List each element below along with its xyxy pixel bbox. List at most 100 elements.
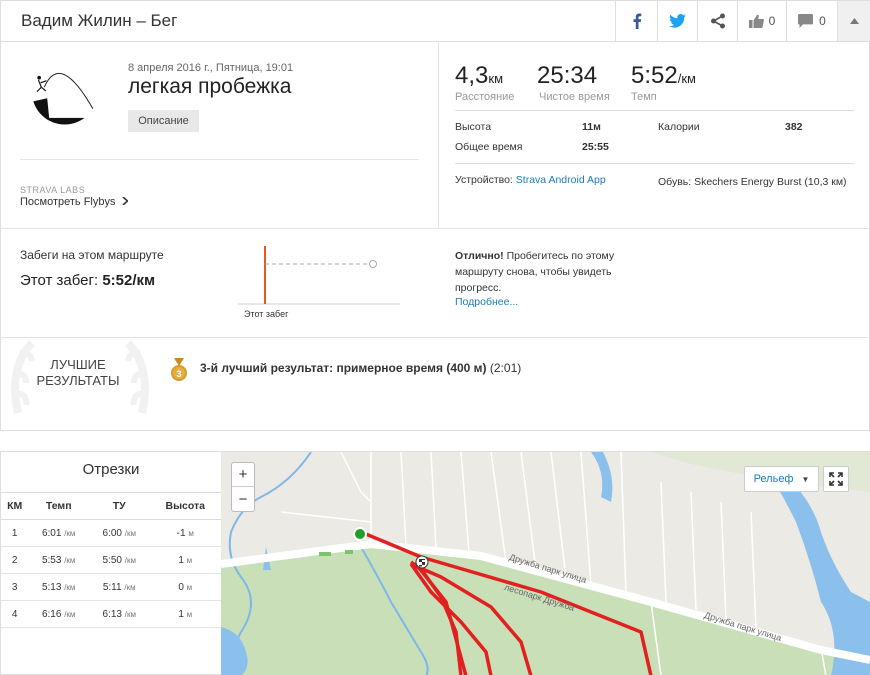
device-label: Устройство: — [455, 174, 513, 186]
flyby-link[interactable]: Посмотреть Flybys — [20, 196, 129, 208]
best-effort-time: (2:01) — [489, 361, 522, 375]
splits-header-row: КМ Темп ТУ Высота — [1, 492, 221, 520]
facebook-icon — [633, 13, 641, 29]
activity-date: 8 апреля 2016 г., Пятница, 19:01 — [128, 62, 294, 74]
best-effort-title: 3-й лучший результат: примерное время (4… — [200, 361, 487, 375]
collapse-button[interactable] — [837, 1, 870, 41]
route-message-bold: Отлично! — [455, 250, 504, 262]
elevation-label: Высота — [455, 121, 492, 133]
page-title: Вадим Жилин – Бег — [21, 11, 178, 30]
split-gap: 5:50 /км — [88, 546, 150, 574]
elevation-value: 11м — [582, 121, 601, 133]
more-link[interactable]: Подробнее... — [455, 296, 519, 308]
twitter-share-button[interactable] — [657, 1, 697, 41]
moving-time-stat: 25:34 — [537, 62, 597, 90]
this-run-pace: Этот забег: 5:52/км — [20, 272, 155, 289]
split-elev-unit: м — [186, 609, 193, 619]
river — [360, 546, 429, 675]
splits-table: КМ Темп ТУ Высота 1 6:01 /км 6:00 /км -1… — [1, 492, 221, 628]
route-map[interactable]: Дружба парк улица лесопарк Дружба Дружба… — [221, 451, 870, 675]
split-elev-value: 1 — [178, 608, 184, 620]
distance-unit: км — [488, 71, 503, 86]
share-icon — [710, 13, 725, 29]
finish-marker — [415, 555, 429, 569]
split-gap-value: 6:13 — [102, 608, 122, 620]
comments-button[interactable]: 0 — [786, 1, 837, 41]
split-gap: 6:00 /км — [88, 519, 150, 547]
split-elev: 1 м — [149, 546, 221, 574]
collapse-icon — [849, 18, 859, 24]
comment-icon — [798, 14, 814, 28]
distance-value: 4,3 — [455, 62, 489, 89]
share-button[interactable] — [697, 1, 737, 41]
best-efforts-title: ЛУЧШИЕ РЕЗУЛЬТАТЫ — [28, 357, 128, 389]
twitter-icon — [669, 14, 686, 28]
split-pace-value: 6:16 — [41, 608, 62, 620]
split-elev-unit: м — [186, 582, 193, 592]
calories-value: 382 — [785, 121, 803, 133]
avatar[interactable] — [18, 58, 110, 153]
zoom-in-button[interactable]: + — [232, 463, 254, 487]
shoes-info: Обувь: Skechers Energy Burst (10,3 км) — [658, 174, 848, 190]
lot-lines — [280, 452, 827, 675]
device-link[interactable]: Strava Android App — [515, 174, 606, 186]
split-pace: 6:01 /км — [28, 519, 89, 547]
split-pace: 6:16 /км — [28, 600, 89, 628]
split-pace: 5:53 /км — [28, 546, 89, 574]
split-km: 1 — [1, 519, 29, 547]
moving-time-value: 25:34 — [537, 62, 598, 89]
split-km: 3 — [1, 573, 29, 601]
split-gap-unit: /км — [124, 582, 136, 592]
river — [221, 627, 248, 675]
split-pace-unit: /км — [64, 609, 76, 619]
river — [591, 452, 613, 502]
splits-panel: Отрезки КМ Темп ТУ Высота 1 6:01 /км 6:0… — [0, 451, 221, 675]
pace-label: Темп — [631, 91, 657, 103]
split-km: 4 — [1, 600, 29, 628]
split-elev-value: 1 — [178, 554, 184, 566]
split-gap: 5:11 /км — [88, 573, 150, 601]
this-run-label: Этот забег: — [20, 272, 99, 289]
chevron-right-icon — [122, 196, 129, 206]
shoes-value: Skechers Energy Burst (10,3 км) — [694, 176, 847, 188]
divider — [455, 163, 854, 164]
fullscreen-button[interactable] — [823, 466, 849, 492]
split-gap-unit: /км — [124, 555, 136, 565]
bronze-medal-icon: 3 — [171, 358, 187, 381]
split-pace-value: 5:53 — [41, 554, 62, 566]
park-feature — [319, 552, 331, 556]
elapsed-value: 25:55 — [582, 141, 609, 153]
facebook-share-button[interactable] — [615, 1, 657, 41]
caret-down-icon: ▼ — [801, 474, 810, 484]
description-button[interactable]: Описание — [128, 110, 199, 132]
split-pace-unit: /км — [64, 582, 76, 592]
split-gap-value: 5:50 — [102, 554, 122, 566]
best-effort-item[interactable]: 3-й лучший результат: примерное время (4… — [200, 361, 521, 375]
split-pace-value: 5:13 — [41, 581, 62, 593]
this-run-chart-label: Этот забег — [244, 309, 289, 319]
kudos-button[interactable]: 0 — [737, 1, 786, 41]
activity-header: Вадим Жилин – Бег 0 0 — [0, 0, 870, 42]
split-row: 2 5:53 /км 5:50 /км 1 м — [1, 546, 221, 574]
laurel-wreath-icon — [11, 340, 149, 414]
route-point — [369, 260, 377, 268]
distance-stat: 4,3км — [455, 62, 503, 90]
strava-labs-label: STRAVA LABS — [20, 185, 86, 195]
river — [221, 452, 312, 663]
split-row: 4 6:16 /км 6:13 /км 1 м — [1, 600, 221, 628]
calories-label: Калории — [658, 121, 700, 133]
col-km: КМ — [1, 492, 29, 520]
split-pace-unit: /км — [64, 528, 76, 538]
split-elev: 0 м — [149, 573, 221, 601]
park-area — [221, 544, 870, 675]
split-gap: 6:13 /км — [88, 600, 150, 628]
distance-label: Расстояние — [455, 91, 515, 103]
map-layer-dropdown[interactable]: Рельеф ▼ — [744, 466, 819, 492]
splits-title: Отрезки — [82, 461, 140, 478]
divider — [0, 337, 870, 338]
col-gap: ТУ — [88, 492, 150, 520]
comments-count: 0 — [819, 14, 826, 28]
medal-number: 3 — [176, 369, 181, 379]
split-gap-value: 5:11 — [102, 581, 122, 593]
zoom-out-button[interactable]: − — [238, 490, 248, 508]
